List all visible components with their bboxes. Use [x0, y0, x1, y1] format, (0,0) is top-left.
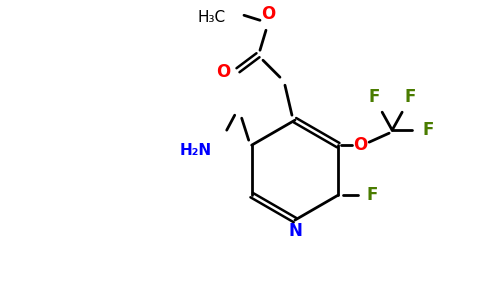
Text: O: O: [261, 5, 275, 23]
Text: F: F: [366, 186, 378, 204]
Text: O: O: [216, 63, 230, 81]
Text: H₃C: H₃C: [198, 10, 226, 25]
Text: F: F: [422, 121, 434, 139]
Text: F: F: [405, 88, 416, 106]
Text: N: N: [288, 222, 302, 240]
Text: O: O: [353, 136, 367, 154]
Text: H₂N: H₂N: [180, 143, 212, 158]
Text: F: F: [368, 88, 380, 106]
